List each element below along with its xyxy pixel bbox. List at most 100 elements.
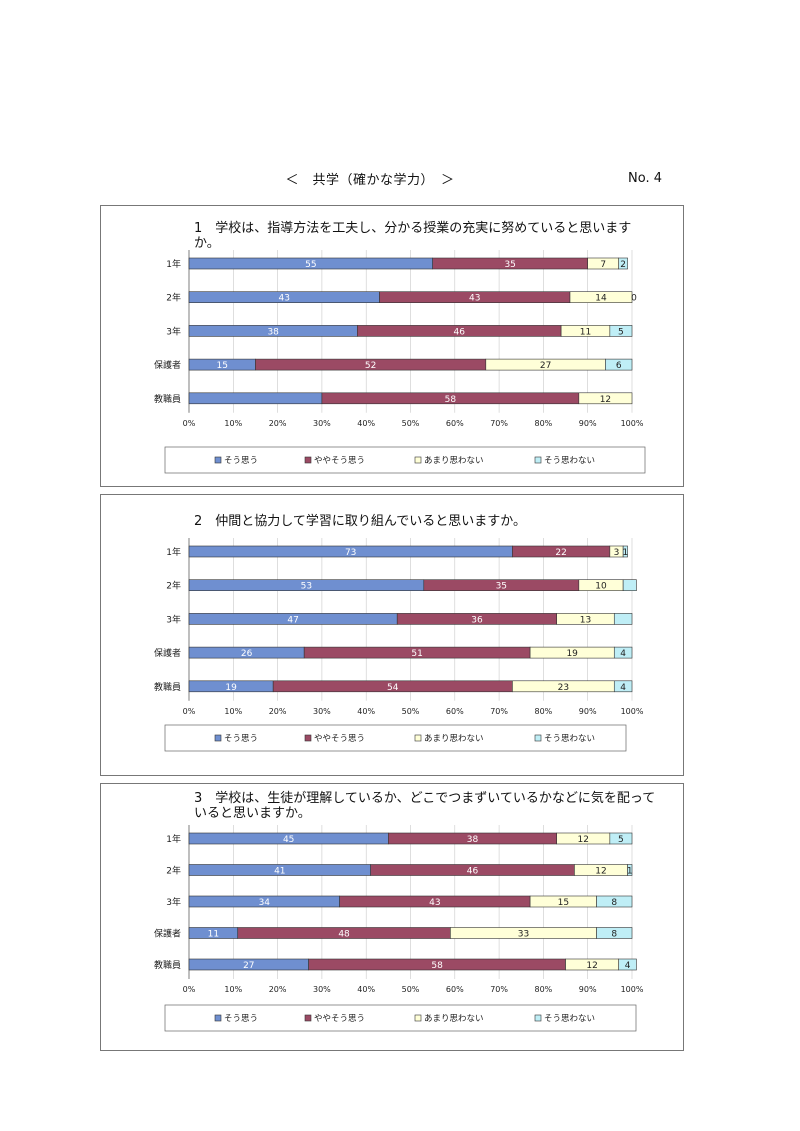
- data-label: 12: [595, 867, 606, 877]
- bar-segment: [627, 864, 633, 876]
- legend-swatch: [304, 1014, 312, 1022]
- x-tick-label: 90%: [579, 707, 597, 716]
- legend-label: そう思わない: [544, 1014, 595, 1024]
- category-label: 2年: [166, 580, 181, 592]
- legend-swatch: [214, 734, 222, 742]
- chart-panel-2: 2 仲間と協力して学習に取り組んでいると思いますか。 0% 10% 20% 30% 40%…: [100, 494, 684, 776]
- data-label: 51: [411, 649, 422, 659]
- legend-label: あまり思わない: [424, 456, 484, 466]
- legend-label: そう思わない: [544, 456, 595, 466]
- data-label: 35: [496, 582, 507, 592]
- bar-segment: [613, 613, 633, 625]
- chart-title: か。: [194, 236, 220, 251]
- data-label: 41: [274, 867, 285, 877]
- legend-swatch: [304, 734, 312, 742]
- bar-segment: [609, 832, 633, 845]
- legend-box: [164, 1004, 637, 1032]
- legend-swatch: [534, 456, 542, 464]
- category-label: 3年: [166, 896, 181, 908]
- data-label: 2: [620, 260, 626, 270]
- x-tick-label: 40%: [357, 985, 375, 994]
- x-tick-label: 100%: [621, 419, 644, 428]
- x-tick-label: 80%: [535, 419, 553, 428]
- data-label: 12: [578, 835, 589, 845]
- legend-swatch: [214, 1014, 222, 1022]
- data-label: 8: [611, 930, 617, 940]
- legend-label: ややそう思う: [314, 734, 365, 744]
- data-label: 46: [467, 867, 479, 877]
- bar-segment: [622, 545, 628, 558]
- category-label: 2年: [166, 292, 181, 304]
- bar-segment: [569, 291, 633, 303]
- bar-segment: [188, 392, 323, 405]
- data-label: 1: [627, 867, 633, 877]
- chart-title: 3 学校は、生徒が理解しているか、どこでつまずいているかなどに気を配って: [194, 790, 655, 806]
- x-tick-label: 50%: [402, 985, 420, 994]
- data-label: 23: [558, 683, 569, 693]
- data-label: 19: [566, 649, 578, 659]
- data-label: 13: [580, 615, 591, 625]
- x-tick-label: 70%: [490, 707, 508, 716]
- data-label: 58: [431, 961, 443, 971]
- data-label: 12: [586, 961, 597, 971]
- x-tick-label: 30%: [313, 707, 331, 716]
- x-tick-label: 90%: [579, 419, 597, 428]
- x-tick-label: 80%: [535, 707, 553, 716]
- data-label: 11: [580, 327, 591, 337]
- page-number: No. 4: [628, 171, 662, 186]
- bar-segment: [613, 680, 633, 693]
- category-label: 1年: [166, 258, 181, 270]
- category-label: 教職員: [154, 959, 181, 971]
- legend-label: そう思わない: [544, 734, 595, 744]
- data-label: 52: [365, 361, 376, 371]
- legend-label: ややそう思う: [314, 456, 365, 466]
- x-tick-label: 0%: [183, 707, 196, 716]
- data-label: 55: [305, 260, 316, 270]
- data-label: 43: [469, 294, 480, 304]
- legend-swatch: [214, 456, 222, 464]
- data-label: 54: [387, 683, 399, 693]
- chart-title: 2 仲間と協力して学習に取り組んでいると思いますか。: [194, 513, 526, 529]
- x-tick-label: 60%: [446, 419, 464, 428]
- x-tick-label: 50%: [402, 707, 420, 716]
- category-label: 保護者: [154, 647, 181, 659]
- data-label: 12: [600, 395, 611, 405]
- data-label: 53: [301, 582, 312, 592]
- bar-segment: [618, 958, 637, 971]
- data-label: 47: [287, 615, 298, 625]
- data-label: 58: [445, 395, 457, 405]
- x-tick-label: 70%: [490, 419, 508, 428]
- data-label: 10: [595, 582, 607, 592]
- legend-label: ややそう思う: [314, 1014, 365, 1024]
- x-tick-label: 10%: [224, 985, 242, 994]
- legend-label: あまり思わない: [424, 734, 484, 744]
- data-label: 6: [616, 361, 622, 371]
- data-label: 43: [279, 294, 290, 304]
- data-label: 43: [429, 898, 440, 908]
- bar-segment: [613, 646, 633, 659]
- bar-segment: [596, 895, 633, 908]
- x-tick-label: 30%: [313, 419, 331, 428]
- legend-label: あまり思わない: [424, 1014, 484, 1024]
- data-label: 34: [259, 898, 271, 908]
- x-tick-label: 20%: [269, 419, 287, 428]
- x-tick-label: 20%: [269, 707, 287, 716]
- x-tick-label: 70%: [490, 985, 508, 994]
- legend-label: そう思う: [224, 1014, 258, 1024]
- x-tick-label: 0%: [183, 419, 196, 428]
- legend-swatch: [534, 1014, 542, 1022]
- data-label: 73: [345, 548, 356, 558]
- category-label: 教職員: [154, 681, 181, 693]
- data-label: 22: [555, 548, 566, 558]
- chart-panel-3: 3 学校は、生徒が理解しているか、どこでつまずいているかなどに気を配って いると思…: [100, 783, 684, 1051]
- data-label: 4: [620, 649, 626, 659]
- category-label: 1年: [166, 546, 181, 558]
- x-tick-label: 40%: [357, 707, 375, 716]
- page-title: ＜ 共学（確かな学力） ＞: [285, 173, 455, 188]
- category-label: 1年: [166, 833, 181, 845]
- legend-swatch: [414, 456, 422, 464]
- data-label: 27: [540, 361, 551, 371]
- data-label: 15: [216, 361, 227, 371]
- data-label: 48: [338, 930, 350, 940]
- legend-box: [164, 724, 627, 752]
